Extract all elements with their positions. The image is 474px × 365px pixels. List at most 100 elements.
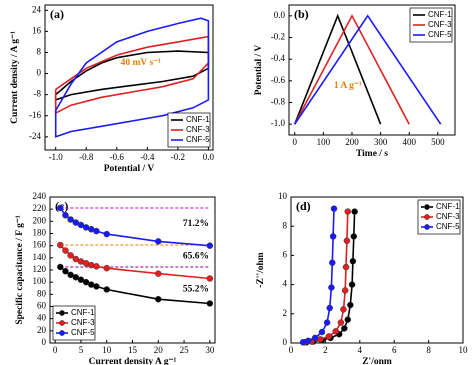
data-point	[341, 325, 348, 332]
data-point	[72, 274, 80, 281]
y-tick-label: 140	[33, 252, 47, 262]
data-point	[155, 238, 162, 245]
x-tick-label: 0.0	[203, 152, 215, 162]
data-point	[155, 295, 162, 303]
y-tick-label: 220	[33, 203, 47, 213]
y-tick-label: 60	[37, 301, 47, 311]
data-point	[325, 333, 333, 340]
x-tick-label: 30	[205, 345, 215, 355]
legend-label: CNF-3	[428, 20, 452, 29]
x-axis-label: Time / s	[356, 149, 388, 159]
data-line	[293, 13, 382, 125]
x-tick-label: 8	[426, 345, 431, 355]
data-point	[328, 284, 335, 291]
data-point	[311, 334, 319, 342]
y-tick-label: 2	[283, 308, 288, 318]
data-line	[294, 14, 442, 125]
retention-label: 71.2%	[183, 219, 209, 229]
x-tick-label: 0	[292, 137, 297, 147]
data-point	[77, 221, 85, 229]
x-tick-label: 10	[102, 345, 112, 355]
y-tick-label: 0.0	[274, 10, 286, 20]
y-tick-label: 180	[33, 228, 47, 238]
annotation: 40 mV s⁻¹	[121, 58, 162, 68]
x-tick-label: -0.4	[140, 152, 155, 162]
data-point	[62, 267, 69, 275]
data-point	[344, 208, 352, 215]
y-tick-label: -1.0	[271, 118, 286, 128]
y-tick-label: 20	[37, 325, 47, 335]
legend-label: CNF-5	[186, 135, 210, 144]
data-point	[304, 337, 312, 345]
data-point	[350, 233, 358, 240]
x-tick-label: 400	[402, 137, 416, 147]
y-tick-label: 80	[37, 288, 47, 298]
data-point	[57, 241, 64, 249]
y-tick-label: -0.6	[271, 75, 286, 85]
legend-marker	[59, 310, 65, 316]
x-tick-label: 20	[154, 345, 164, 355]
x-axis-label: Potential / V	[104, 164, 155, 174]
data-point	[72, 255, 80, 263]
data-point	[340, 306, 347, 313]
y-axis-label: -Z''/ohm	[256, 252, 266, 287]
data-point	[329, 259, 336, 266]
x-tick-label: 4	[358, 345, 363, 355]
y-axis-label: Potential / V	[254, 45, 264, 96]
x-tick-label: 2	[323, 345, 328, 355]
x-axis-label: Current density A g⁻¹	[89, 357, 177, 365]
panel-label: (d)	[296, 199, 311, 213]
x-tick-label: -0.6	[110, 152, 125, 162]
legend-label: CNF-5	[436, 222, 460, 231]
x-tick-label: -0.8	[79, 152, 94, 162]
y-tick-label: -24	[29, 131, 41, 141]
legend-label: CNF-3	[71, 318, 95, 327]
data-point	[344, 316, 352, 323]
data-point	[155, 270, 162, 277]
x-tick-label: 0	[289, 345, 294, 355]
data-point	[330, 205, 338, 212]
data-point	[77, 276, 85, 283]
legend-label: CNF-5	[71, 328, 95, 337]
x-tick-label: 6	[392, 345, 397, 355]
y-tick-label: 6	[283, 249, 288, 259]
data-point	[323, 319, 331, 326]
y-tick-label: 4	[283, 279, 288, 289]
y-tick-label: -0.2	[271, 32, 285, 42]
y-tick-label: -0.4	[271, 53, 286, 63]
y-tick-label: 160	[33, 240, 47, 250]
y-tick-label: 120	[33, 264, 47, 274]
data-point	[62, 247, 69, 254]
x-axis-label: Z'/onm	[362, 357, 392, 365]
data-point	[67, 216, 74, 223]
data-point	[337, 319, 345, 326]
data-line	[293, 14, 410, 125]
y-tick-label: 10	[278, 191, 288, 201]
y-tick-label: 0	[37, 68, 42, 78]
data-point	[67, 252, 74, 259]
x-tick-label: 100	[317, 137, 331, 147]
retention-label: 65.6%	[183, 252, 209, 262]
data-point	[342, 263, 350, 271]
plot-frame	[290, 196, 464, 344]
y-tick-label: 24	[32, 4, 42, 14]
x-tick-label: -0.2	[171, 152, 185, 162]
y-tick-label: 200	[33, 215, 47, 225]
data-point	[103, 286, 110, 293]
y-tick-label: 100	[33, 276, 47, 286]
data-point	[67, 271, 74, 279]
panel-label: (a)	[50, 7, 64, 21]
legend-marker	[424, 214, 430, 220]
y-tick-label: 240	[33, 191, 47, 201]
y-axis-label: Current density / A g⁻¹	[10, 31, 20, 124]
y-tick-label: 0	[42, 337, 47, 347]
y-tick-label: -0.8	[271, 97, 286, 107]
legend-marker	[59, 320, 65, 326]
data-point	[103, 230, 110, 238]
x-tick-label: 25	[180, 345, 190, 355]
data-point	[343, 237, 351, 245]
data-line	[302, 208, 335, 344]
legend-marker	[424, 224, 430, 230]
legend-label: CNF-1	[71, 308, 95, 317]
plot-frame	[44, 4, 214, 151]
